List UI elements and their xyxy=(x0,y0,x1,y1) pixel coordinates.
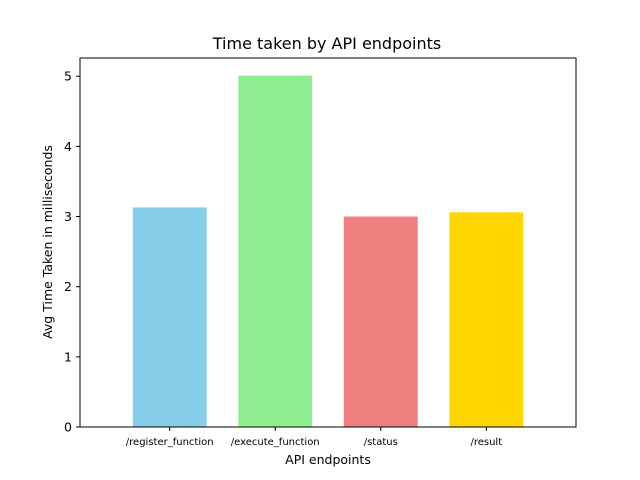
x-tick-label: /register_function xyxy=(126,437,214,448)
x-tick-label: /execute_function xyxy=(231,437,320,448)
x-axis: /register_function/execute_function/stat… xyxy=(126,427,502,448)
y-axis-label: Avg Time Taken in milliseconds xyxy=(40,145,55,339)
bar-register-function xyxy=(132,207,207,427)
bar-execute-function xyxy=(238,75,313,427)
x-tick-label: /result xyxy=(470,437,502,448)
bar-result xyxy=(449,212,524,427)
plot-frame xyxy=(79,57,577,428)
y-axis: 0 1 2 3 4 5 xyxy=(64,69,80,435)
y-tick-label: 3 xyxy=(64,209,72,224)
y-tick-label: 2 xyxy=(64,279,72,294)
y-tick-label: 4 xyxy=(64,139,72,154)
y-tick-label: 5 xyxy=(64,69,72,84)
x-axis-label: API endpoints xyxy=(285,452,371,467)
bars-group xyxy=(132,75,524,427)
bar-status xyxy=(343,216,418,427)
y-tick-label: 1 xyxy=(64,349,72,364)
chart-title: Time taken by API endpoints xyxy=(212,34,441,53)
x-tick-label: /status xyxy=(364,437,398,448)
y-tick-label: 0 xyxy=(64,420,72,435)
